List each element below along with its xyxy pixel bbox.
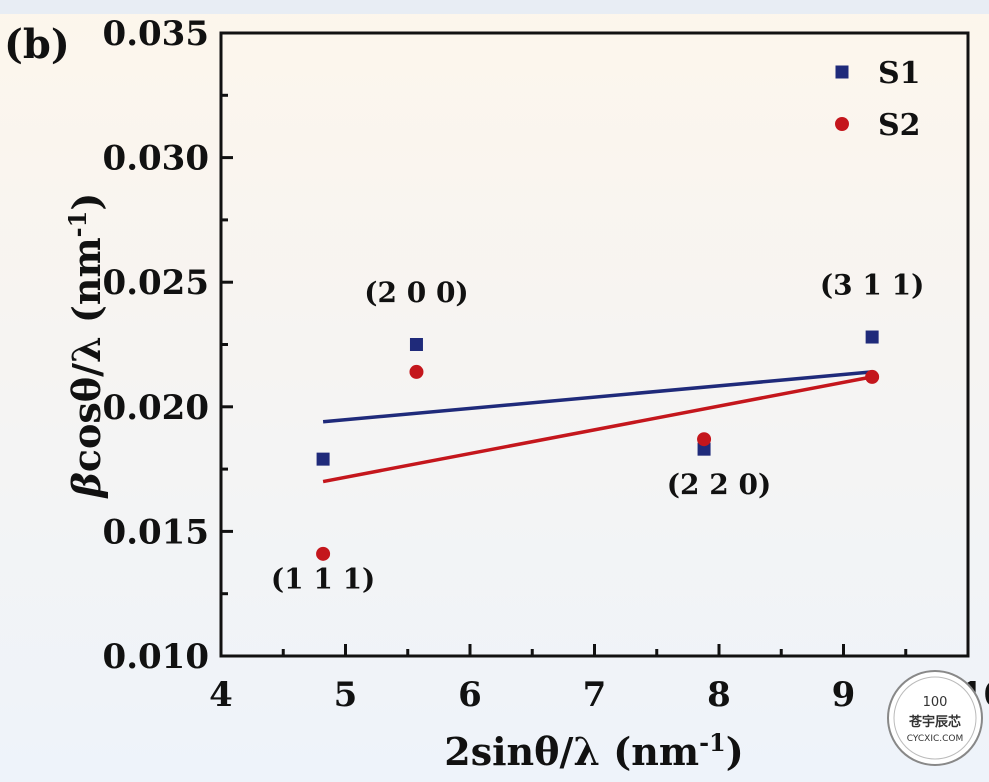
- x-tick-label: 6: [458, 675, 482, 715]
- y-tick-label: 0.015: [103, 512, 209, 552]
- x-axis-title: 2sinθ/λ (nm-1): [444, 728, 743, 774]
- y-tick-label: 0.020: [103, 388, 209, 428]
- point-s2: [316, 546, 331, 561]
- point-s2: [865, 369, 880, 384]
- watermark-logo: 100 苍宇辰芯 CYCXIC.COM: [887, 670, 983, 766]
- fit-lines: [322, 370, 873, 484]
- peak-annotation: (1 1 1): [271, 563, 375, 596]
- fit-line-s1: [322, 370, 873, 424]
- data-points: [316, 330, 880, 561]
- axis-ticks: [219, 31, 970, 658]
- point-s2: [409, 364, 424, 379]
- y-axis-title: βcosθ/λ (nm-1): [63, 193, 109, 500]
- legend-label-s1: S1: [878, 56, 921, 91]
- y-tick-labels: 0.010 0.015 0.020 0.025 0.030 0.035: [103, 14, 209, 677]
- y-tick-label: 0.010: [103, 637, 209, 677]
- legend-marker-s2: [835, 117, 849, 131]
- top-strip: [0, 0, 989, 14]
- x-tick-labels: 45678910: [209, 675, 989, 715]
- x-tick-label: 5: [334, 675, 358, 715]
- watermark-site: CYCXIC.COM: [907, 734, 964, 744]
- legend-marker-s1: [835, 65, 849, 79]
- point-s1: [316, 452, 330, 466]
- y-tick-label: 0.030: [103, 139, 209, 179]
- y-tick-label: 0.035: [103, 14, 209, 54]
- peak-annotation: (2 0 0): [364, 276, 468, 309]
- peak-annotation: (3 1 1): [820, 269, 924, 302]
- peak-annotation: (2 2 0): [667, 468, 771, 501]
- watermark-cn-text: 苍宇辰芯: [908, 714, 961, 730]
- fit-line-s2: [322, 375, 873, 484]
- x-tick-label: 4: [209, 675, 233, 715]
- x-tick-label: 9: [832, 675, 856, 715]
- point-s1: [865, 330, 879, 344]
- point-s2: [697, 432, 712, 447]
- point-s1: [697, 442, 711, 456]
- legend-label-s2: S2: [878, 108, 921, 143]
- peak-annotations: (1 1 1) (2 0 0) (2 2 0) (3 1 1): [271, 269, 924, 596]
- point-s1: [409, 338, 423, 351]
- y-tick-label: 0.025: [103, 263, 209, 303]
- watermark-number: 100: [923, 695, 948, 710]
- panel-label: (b): [4, 21, 70, 68]
- x-tick-label: 7: [583, 675, 607, 715]
- x-tick-label: 8: [707, 675, 731, 715]
